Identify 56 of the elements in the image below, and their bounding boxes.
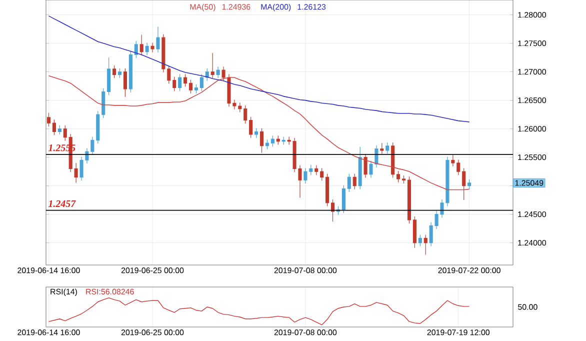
- candlestick: [330, 199, 335, 222]
- candlestick: [156, 26, 160, 53]
- candlestick: [380, 142, 384, 154]
- candlestick: [412, 216, 416, 248]
- candlestick: [402, 175, 406, 184]
- candlestick: [364, 154, 368, 178]
- candlestick: [451, 154, 455, 167]
- candlestick: [260, 128, 264, 154]
- candlestick: [254, 128, 258, 138]
- candlestick: [188, 79, 193, 94]
- candlestick: [52, 119, 56, 136]
- candlestick: [342, 184, 346, 214]
- candlestick: [63, 125, 67, 142]
- ref-line-label: 1.2457: [48, 200, 76, 208]
- candlestick: [107, 57, 111, 96]
- candlestick: [276, 135, 280, 146]
- candlestick: [326, 174, 330, 207]
- candlestick: [347, 174, 351, 192]
- candlestick: [210, 52, 214, 78]
- candlestick: [358, 146, 362, 190]
- candlestick: [352, 174, 356, 190]
- candlestick: [145, 42, 149, 56]
- candlestick: [118, 68, 122, 78]
- candlestick: [238, 102, 242, 113]
- candlestick: [418, 234, 422, 246]
- candlestick: [102, 88, 106, 118]
- candlestick: [140, 34, 144, 56]
- candlestick: [282, 136, 286, 146]
- candlestick: [468, 179, 472, 190]
- candlestick: [150, 42, 154, 53]
- candlestick: [462, 168, 466, 200]
- candlestick: [386, 142, 390, 154]
- candlestick: [407, 176, 412, 224]
- candlestick: [200, 74, 204, 92]
- candlestick: [96, 110, 100, 144]
- candlestick: [396, 170, 400, 183]
- candlestick: [128, 50, 132, 93]
- candlestick: [184, 74, 188, 87]
- candlestick: [320, 168, 324, 181]
- candlestick: [424, 234, 428, 256]
- candlestick: [58, 125, 62, 135]
- candlestick: [456, 159, 460, 176]
- candlestick: [249, 116, 253, 138]
- candlestick: [314, 164, 318, 176]
- candlestick: [265, 139, 269, 150]
- candlestick: [178, 74, 182, 92]
- candlestick: [167, 65, 171, 84]
- candlestick: [46, 112, 51, 127]
- candlestick: [194, 84, 198, 94]
- candlestick: [123, 68, 127, 98]
- candlestick: [270, 135, 274, 147]
- candlestick: [172, 76, 176, 92]
- candlestick: [112, 65, 116, 78]
- candlestick: [244, 105, 248, 124]
- candlestick: [216, 66, 220, 78]
- candlestick: [162, 34, 166, 73]
